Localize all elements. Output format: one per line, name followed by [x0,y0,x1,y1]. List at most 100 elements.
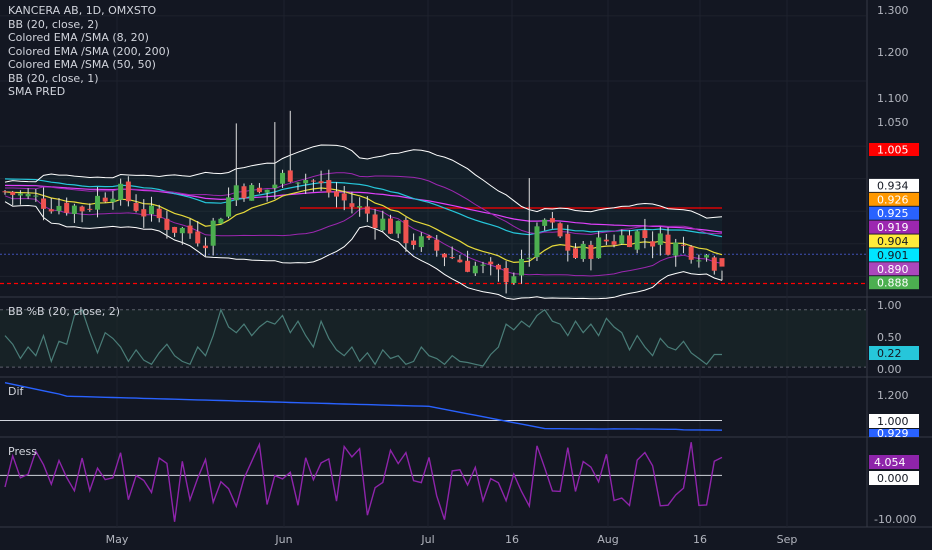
bb-band-fill [5,145,722,300]
press-pane[interactable] [0,441,723,522]
candle-body [387,218,393,234]
candle-body [357,206,363,208]
candle-body [403,219,409,244]
candle-body [295,182,301,184]
candle-body [156,208,162,219]
candle-body [79,206,85,212]
candle-body [256,187,262,193]
candle-body [704,255,710,258]
candle-body [673,242,679,256]
candle-body [580,243,586,259]
pb-last-value-bg [869,346,919,360]
ema-50-line [4,178,723,238]
candle-body [650,241,656,247]
price-label-bg [869,220,919,234]
x-tick-16-jul: 16 [505,533,519,546]
candle-body [25,193,31,197]
price-labels: 1.005 0.9340.9260.9250.9190.9040.9010.890… [869,143,919,290]
candle-body [503,268,509,283]
dif-last-value: 0.929 [877,427,909,440]
candle-body [680,244,686,246]
pb-pane-title: BB %B (20, close, 2) [8,305,120,318]
dif-last-value-bg [869,429,919,437]
candle-body [218,218,224,224]
price-label-text: 1.005 [877,144,909,157]
candle-body [272,184,278,189]
candle-body [418,236,424,248]
candle-body [264,189,270,193]
x-tick-jul: Jul [420,533,434,546]
legend-bb-20-2[interactable]: BB (20, close, 2) [8,17,99,31]
candle-body [372,214,378,228]
candle-body [118,183,124,200]
legend-ema-50[interactable]: Colored EMA /SMA (50, 50) [8,58,156,71]
candle-body [611,241,617,245]
dif-pane-title: Dif [8,385,25,398]
candle-body [241,186,247,199]
candle-body [542,219,548,226]
price-label-bg [869,143,919,156]
price-label-text: 0.934 [877,179,909,192]
y-tick-1100: 1.100 [877,92,909,105]
candle-body [688,246,694,260]
candle-body [249,185,255,201]
price-label-bg [869,262,919,276]
ema-fast-line [4,187,723,264]
candle-body [326,180,332,193]
candle-body [56,205,62,212]
candle-body [195,231,201,244]
candle-body [187,225,193,234]
price-label-text: 0.890 [877,263,909,276]
candle-body [10,191,16,195]
candle-body [395,220,401,234]
candle-body [380,218,386,231]
bb-percent-b-pane[interactable] [0,307,866,368]
legend-sma-pred[interactable]: SMA PRED [8,85,66,98]
candle-body [179,228,185,234]
candle-body [557,223,563,237]
x-tick-aug: Aug [597,533,618,546]
dif-line [4,382,723,431]
main-price-pane[interactable] [0,110,866,300]
candle-body [226,197,232,217]
candle-body [280,172,286,184]
y-tick-1200: 1.200 [877,46,909,59]
legend-ema-200[interactable]: Colored EMA /SMA (200, 200) [8,44,170,58]
price-label-bg [869,178,919,192]
price-label-bg [869,192,919,206]
dif-pane[interactable] [0,382,723,431]
candle-body [48,209,54,212]
candle-body [310,180,316,182]
press-zero-label: 0.000 [877,472,909,485]
legend-bb-20-1[interactable]: BB (20, close, 1) [8,71,99,85]
candle-body [441,253,447,258]
candle-body [711,257,717,271]
candle-body [526,257,532,259]
candle-body [133,202,139,211]
candle-body [95,195,101,210]
candle-body [511,276,517,284]
candle-body [287,170,293,182]
candle-body [148,205,154,215]
pb-y-tick-05: 0.50 [877,331,902,344]
candle-body [534,226,540,258]
price-label-bg [869,206,919,220]
candle-body [472,265,478,274]
candle-body [33,195,39,197]
bb2-upper-line [4,144,723,219]
candle-body [465,260,471,272]
price-label-bg [869,248,919,262]
legend-ema-8-20[interactable]: Colored EMA /SMA (8, 20) [8,31,149,44]
symbol-title[interactable]: KANCERA AB, 1D, OMXSTO [8,4,157,17]
candle-body [64,202,70,213]
candle-body [172,226,178,233]
candle-body [102,197,108,202]
candle-body [41,198,47,209]
candle-body [71,205,77,214]
candle-body [642,230,648,239]
price-label-bg [869,276,919,290]
candle-body [488,261,494,265]
press-zero-label-bg [869,471,919,485]
